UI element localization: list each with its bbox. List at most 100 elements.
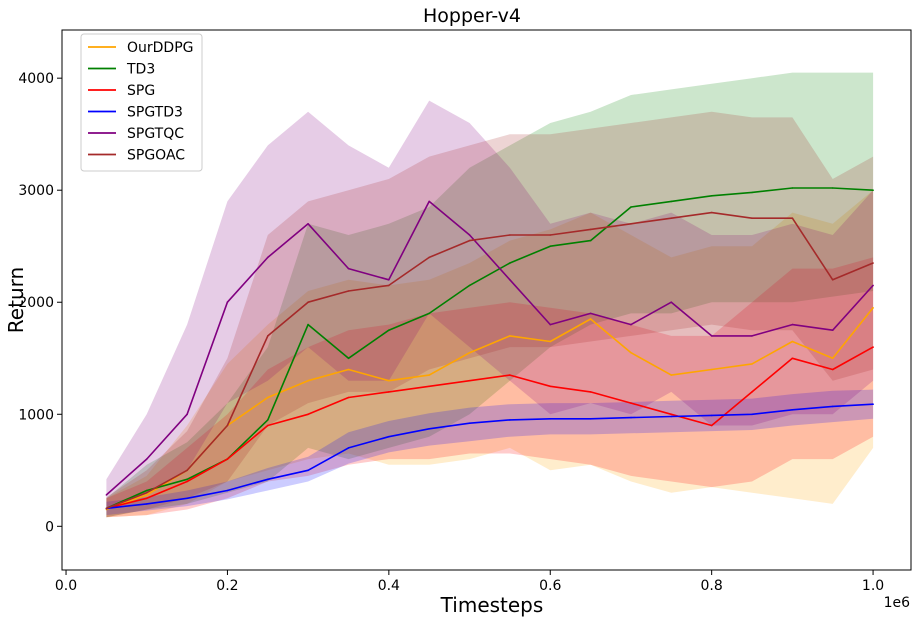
point-spgtd3	[428, 428, 431, 430]
point-ourddpg	[831, 357, 834, 360]
legend-item-spgtqc: SPGTQC	[88, 126, 184, 142]
legend-item-ourddpg: OurDDPG	[88, 40, 194, 56]
x-tick-label: 0.2	[216, 578, 238, 594]
legend-label: SPG	[127, 83, 155, 99]
y-axis-label: Return	[4, 267, 28, 333]
point-spg	[307, 413, 309, 416]
point-spgoac	[388, 284, 390, 287]
point-spgoac	[267, 335, 269, 337]
point-td3	[751, 191, 753, 194]
point-spgtqc	[710, 335, 713, 337]
y-tick-label: 0	[45, 519, 54, 535]
x-axis-offset-label: 1e6	[884, 595, 911, 611]
point-spgtd3	[630, 416, 632, 419]
x-tick-label: 0.4	[378, 578, 400, 594]
point-ourddpg	[468, 351, 471, 354]
band-spg	[106, 257, 874, 518]
point-spgtd3	[509, 419, 511, 421]
point-spgtd3	[307, 469, 309, 472]
point-spgtqc	[267, 256, 269, 259]
point-ourddpg	[347, 368, 350, 371]
point-spg	[186, 480, 188, 483]
point-ourddpg	[670, 374, 673, 376]
point-spgtqc	[630, 323, 632, 326]
line-spg	[106, 346, 874, 510]
point-td3	[267, 419, 269, 421]
point-spgtqc	[226, 301, 229, 304]
point-td3	[307, 323, 309, 326]
point-spg	[630, 402, 632, 404]
point-spgtqc	[791, 323, 794, 326]
point-spgtd3	[589, 418, 592, 420]
point-spg	[509, 374, 511, 376]
line-spgtd3	[106, 403, 874, 510]
point-spg	[549, 385, 552, 388]
y-axis-ticks: 0 1000 2000 3000 4000	[18, 71, 62, 535]
point-spg	[468, 379, 471, 382]
point-spg	[267, 424, 269, 427]
point-spgtqc	[347, 267, 350, 270]
point-td3	[872, 189, 874, 191]
point-td3	[347, 357, 350, 360]
point-spgtqc	[831, 329, 834, 332]
confidence-bands	[106, 72, 874, 518]
point-spgoac	[307, 301, 309, 304]
point-spg	[145, 497, 148, 500]
point-td3	[509, 262, 511, 264]
point-spgtd3	[267, 478, 269, 481]
point-spgtd3	[145, 503, 148, 505]
point-spg	[751, 391, 753, 393]
legend-item-spgoac: SPGOAC	[88, 148, 185, 164]
point-spgtqc	[186, 413, 188, 416]
point-ourddpg	[710, 368, 713, 371]
point-td3	[630, 206, 632, 208]
x-tick-label: 0.0	[55, 578, 77, 594]
point-td3	[589, 239, 592, 242]
point-spg	[347, 396, 350, 399]
x-axis-label: Timesteps	[440, 593, 544, 617]
point-spgtd3	[186, 497, 188, 500]
point-spg	[791, 357, 794, 360]
point-td3	[791, 187, 794, 189]
point-td3	[428, 312, 431, 315]
x-tick-label: 0.6	[539, 578, 561, 594]
chart-title: Hopper-v4	[423, 5, 521, 27]
point-spgtd3	[468, 422, 471, 425]
x-tick-label: 0.8	[701, 578, 723, 594]
point-spgoac	[710, 211, 713, 214]
band-spgtqc	[106, 100, 874, 510]
point-ourddpg	[388, 379, 390, 382]
point-spg	[226, 458, 229, 460]
series-spg	[105, 346, 874, 510]
y-tick-label: 4000	[18, 71, 54, 87]
point-ourddpg	[267, 396, 269, 399]
y-tick-label: 3000	[18, 183, 54, 199]
point-spgtd3	[549, 418, 552, 420]
point-spgtqc	[105, 494, 108, 496]
point-spgoac	[791, 217, 794, 219]
point-td3	[145, 489, 148, 492]
point-td3	[388, 329, 390, 332]
point-spgoac	[630, 223, 632, 225]
point-ourddpg	[589, 318, 592, 320]
point-spgtd3	[388, 435, 390, 438]
point-spg	[710, 424, 713, 427]
point-ourddpg	[307, 379, 309, 382]
point-spgoac	[186, 469, 188, 472]
point-spgtqc	[388, 279, 390, 281]
point-ourddpg	[791, 340, 794, 343]
band-td3	[106, 72, 874, 518]
line-spgoac	[106, 211, 874, 510]
x-axis-ticks: 0.0 0.2 0.4 0.6 0.8 1.0	[55, 570, 884, 594]
point-spgoac	[549, 234, 552, 236]
point-td3	[831, 187, 834, 189]
line-spgtqc	[105, 200, 874, 496]
point-spgtqc	[145, 458, 148, 460]
legend-label: TD3	[126, 62, 155, 78]
point-td3	[549, 245, 552, 247]
point-td3	[186, 478, 188, 481]
point-spg	[670, 413, 673, 416]
point-spgtd3	[791, 409, 794, 411]
point-spgtd3	[751, 413, 753, 416]
